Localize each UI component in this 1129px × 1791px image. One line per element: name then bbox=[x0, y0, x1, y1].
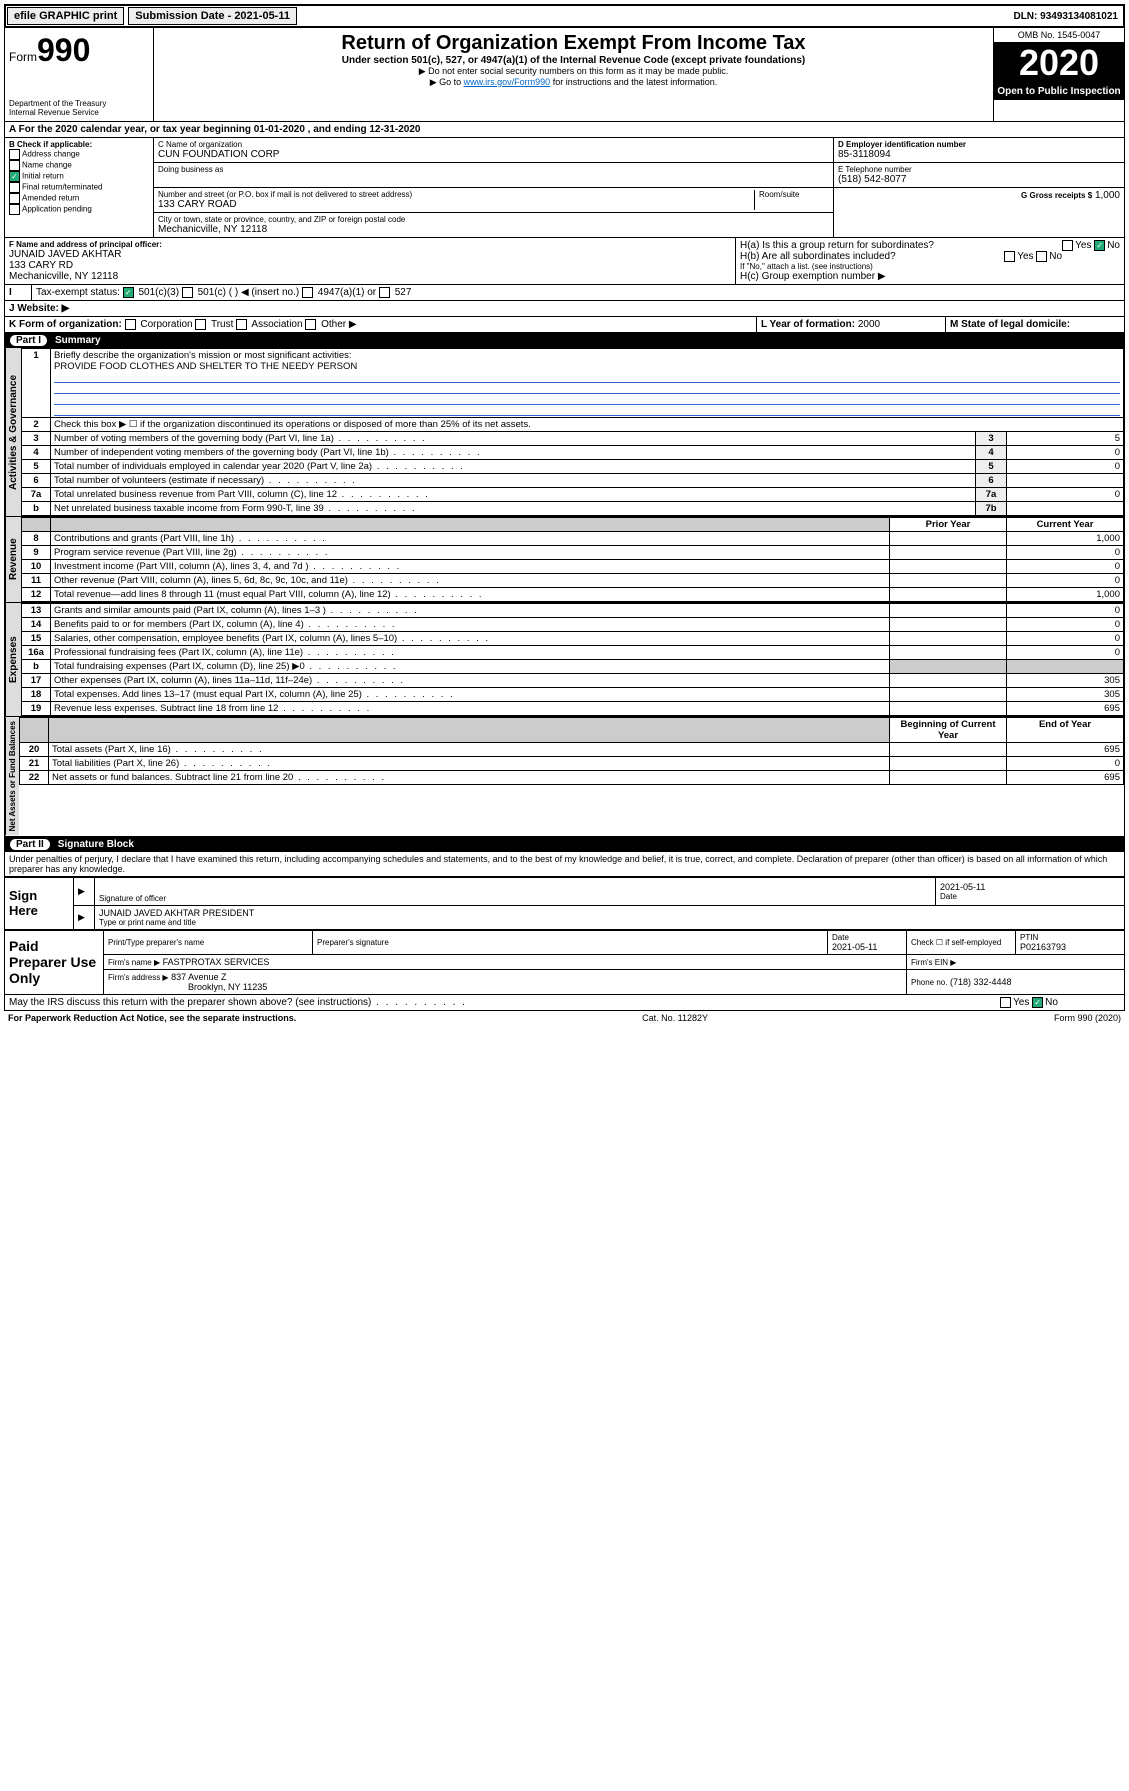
line-row: 16aProfessional fundraising fees (Part I… bbox=[22, 646, 1124, 660]
line-row: 6Total number of volunteers (estimate if… bbox=[22, 474, 1124, 488]
line-row: 19Revenue less expenses. Subtract line 1… bbox=[22, 702, 1124, 716]
line-row: 4Number of independent voting members of… bbox=[22, 446, 1124, 460]
ha: H(a) Is this a group return for subordin… bbox=[740, 240, 1120, 251]
hb: H(b) Are all subordinates included? Yes … bbox=[740, 251, 1120, 262]
line-row: 8Contributions and grants (Part VIII, li… bbox=[22, 532, 1124, 546]
line-row: 21Total liabilities (Part X, line 26)0 bbox=[20, 757, 1124, 771]
line-row: 11Other revenue (Part VIII, column (A), … bbox=[22, 574, 1124, 588]
boxb-item[interactable]: Name change bbox=[9, 160, 149, 171]
form-number: Form990 bbox=[9, 32, 149, 69]
line-row: 14Benefits paid to or for members (Part … bbox=[22, 618, 1124, 632]
part1-header: Part ISummary bbox=[4, 333, 1125, 348]
col-curr: Current Year bbox=[1007, 518, 1124, 532]
line-row: 15Salaries, other compensation, employee… bbox=[22, 632, 1124, 646]
org-city: Mechanicville, NY 12118 bbox=[158, 224, 829, 235]
dba-label: Doing business as bbox=[158, 165, 829, 174]
hc: H(c) Group exemption number ▶ bbox=[740, 271, 1120, 282]
hb-note: If "No," attach a list. (see instruction… bbox=[740, 262, 1120, 271]
addr-label: Number and street (or P.O. box if mail i… bbox=[158, 190, 754, 199]
submission-btn[interactable]: Submission Date - 2021-05-11 bbox=[128, 7, 297, 25]
irs-link[interactable]: www.irs.gov/Form990 bbox=[464, 77, 551, 87]
declaration: Under penalties of perjury, I declare th… bbox=[4, 852, 1125, 877]
line-row: 10Investment income (Part VIII, column (… bbox=[22, 560, 1124, 574]
l2: Check this box ▶ ☐ if the organization d… bbox=[51, 418, 1124, 432]
line-row: 18Total expenses. Add lines 13–17 (must … bbox=[22, 688, 1124, 702]
city-label: City or town, state or province, country… bbox=[158, 215, 829, 224]
line-row: bNet unrelated business taxable income f… bbox=[22, 502, 1124, 516]
col-end: End of Year bbox=[1007, 718, 1124, 743]
boxb-item[interactable]: Final return/terminated bbox=[9, 182, 149, 193]
side-rev: Revenue bbox=[5, 517, 21, 602]
entity-block: B Check if applicable: Address changeNam… bbox=[4, 138, 1125, 238]
side-exp: Expenses bbox=[5, 603, 21, 716]
period-a: A For the 2020 calendar year, or tax yea… bbox=[5, 122, 424, 137]
line-row: 9Program service revenue (Part VIII, lin… bbox=[22, 546, 1124, 560]
note-link: ▶ Go to www.irs.gov/Form990 for instruct… bbox=[158, 77, 989, 88]
line-row: 22Net assets or fund balances. Subtract … bbox=[20, 771, 1124, 785]
officer-name: JUNAID JAVED AKHTAR bbox=[9, 249, 731, 260]
form-subtitle: Under section 501(c), 527, or 4947(a)(1)… bbox=[158, 55, 989, 66]
box-b-title: B Check if applicable: bbox=[9, 140, 149, 149]
line-row: 3Number of voting members of the governi… bbox=[22, 432, 1124, 446]
tax-year: 2020 bbox=[994, 43, 1124, 83]
discuss: May the IRS discuss this return with the… bbox=[5, 995, 996, 1010]
boxb-item[interactable]: Amended return bbox=[9, 193, 149, 204]
officer-addr1: 133 CARY RD bbox=[9, 260, 731, 271]
room-label: Room/suite bbox=[759, 190, 829, 199]
line-row: 20Total assets (Part X, line 16)695 bbox=[20, 743, 1124, 757]
l1-label: Briefly describe the organization's miss… bbox=[54, 350, 352, 361]
col-beg: Beginning of Current Year bbox=[890, 718, 1007, 743]
tax-exempt: Tax-exempt status: 501(c)(3) 501(c) ( ) … bbox=[32, 285, 1124, 300]
box-m: M State of legal domicile: bbox=[946, 317, 1124, 332]
note-ssn: ▶ Do not enter social security numbers o… bbox=[158, 66, 989, 77]
omb: OMB No. 1545-0047 bbox=[994, 28, 1124, 43]
c-name-label: C Name of organization bbox=[158, 140, 829, 149]
gross-receipts: 1,000 bbox=[1095, 190, 1120, 201]
line-row: 13Grants and similar amounts paid (Part … bbox=[22, 604, 1124, 618]
officer-addr2: Mechanicville, NY 12118 bbox=[9, 271, 731, 282]
boxb-item[interactable]: Initial return bbox=[9, 171, 149, 182]
top-bar: efile GRAPHIC print Submission Date - 20… bbox=[4, 4, 1125, 28]
box-l: L Year of formation: 2000 bbox=[756, 317, 946, 332]
line-row: 7aTotal unrelated business revenue from … bbox=[22, 488, 1124, 502]
part2-header: Part IISignature Block bbox=[4, 837, 1125, 852]
box-k: K Form of organization: Corporation Trus… bbox=[5, 317, 756, 332]
line-row: 17Other expenses (Part IX, column (A), l… bbox=[22, 674, 1124, 688]
side-na: Net Assets or Fund Balances bbox=[5, 717, 19, 835]
e-label: E Telephone number bbox=[838, 165, 1120, 174]
dept: Department of the Treasury Internal Reve… bbox=[9, 99, 149, 117]
f-label: F Name and address of principal officer: bbox=[9, 240, 731, 249]
org-address: 133 CARY ROAD bbox=[158, 199, 754, 210]
form-header: Form990 Department of the Treasury Inter… bbox=[4, 28, 1125, 122]
line-row: 5Total number of individuals employed in… bbox=[22, 460, 1124, 474]
sign-here-block: Sign Here ▶ Signature of officer 2021-05… bbox=[4, 877, 1125, 930]
org-name: CUN FOUNDATION CORP bbox=[158, 149, 829, 160]
g-label: G Gross receipts $ bbox=[1021, 191, 1092, 200]
form-title: Return of Organization Exempt From Incom… bbox=[158, 32, 989, 55]
line-row: 12Total revenue—add lines 8 through 11 (… bbox=[22, 588, 1124, 602]
open-public: Open to Public Inspection bbox=[994, 83, 1124, 100]
officer-block: F Name and address of principal officer:… bbox=[4, 238, 1125, 285]
phone: (518) 542-8077 bbox=[838, 174, 1120, 185]
l1-val: PROVIDE FOOD CLOTHES AND SHELTER TO THE … bbox=[54, 361, 357, 372]
website: J Website: ▶ bbox=[5, 301, 73, 316]
boxb-item[interactable]: Application pending bbox=[9, 204, 149, 215]
d-label: D Employer identification number bbox=[838, 140, 1120, 149]
boxb-item[interactable]: Address change bbox=[9, 149, 149, 160]
efile-btn[interactable]: efile GRAPHIC print bbox=[7, 7, 124, 25]
side-gov: Activities & Governance bbox=[5, 348, 21, 516]
sign-here: Sign Here bbox=[5, 877, 74, 929]
col-prior: Prior Year bbox=[890, 518, 1007, 532]
ein: 85-3118094 bbox=[838, 149, 1120, 160]
footer: For Paperwork Reduction Act Notice, see … bbox=[4, 1011, 1125, 1025]
dln: DLN: 93493134081021 bbox=[1009, 11, 1122, 22]
line-row: bTotal fundraising expenses (Part IX, co… bbox=[22, 660, 1124, 674]
paid-preparer-block: Paid Preparer Use Only Print/Type prepar… bbox=[4, 930, 1125, 995]
